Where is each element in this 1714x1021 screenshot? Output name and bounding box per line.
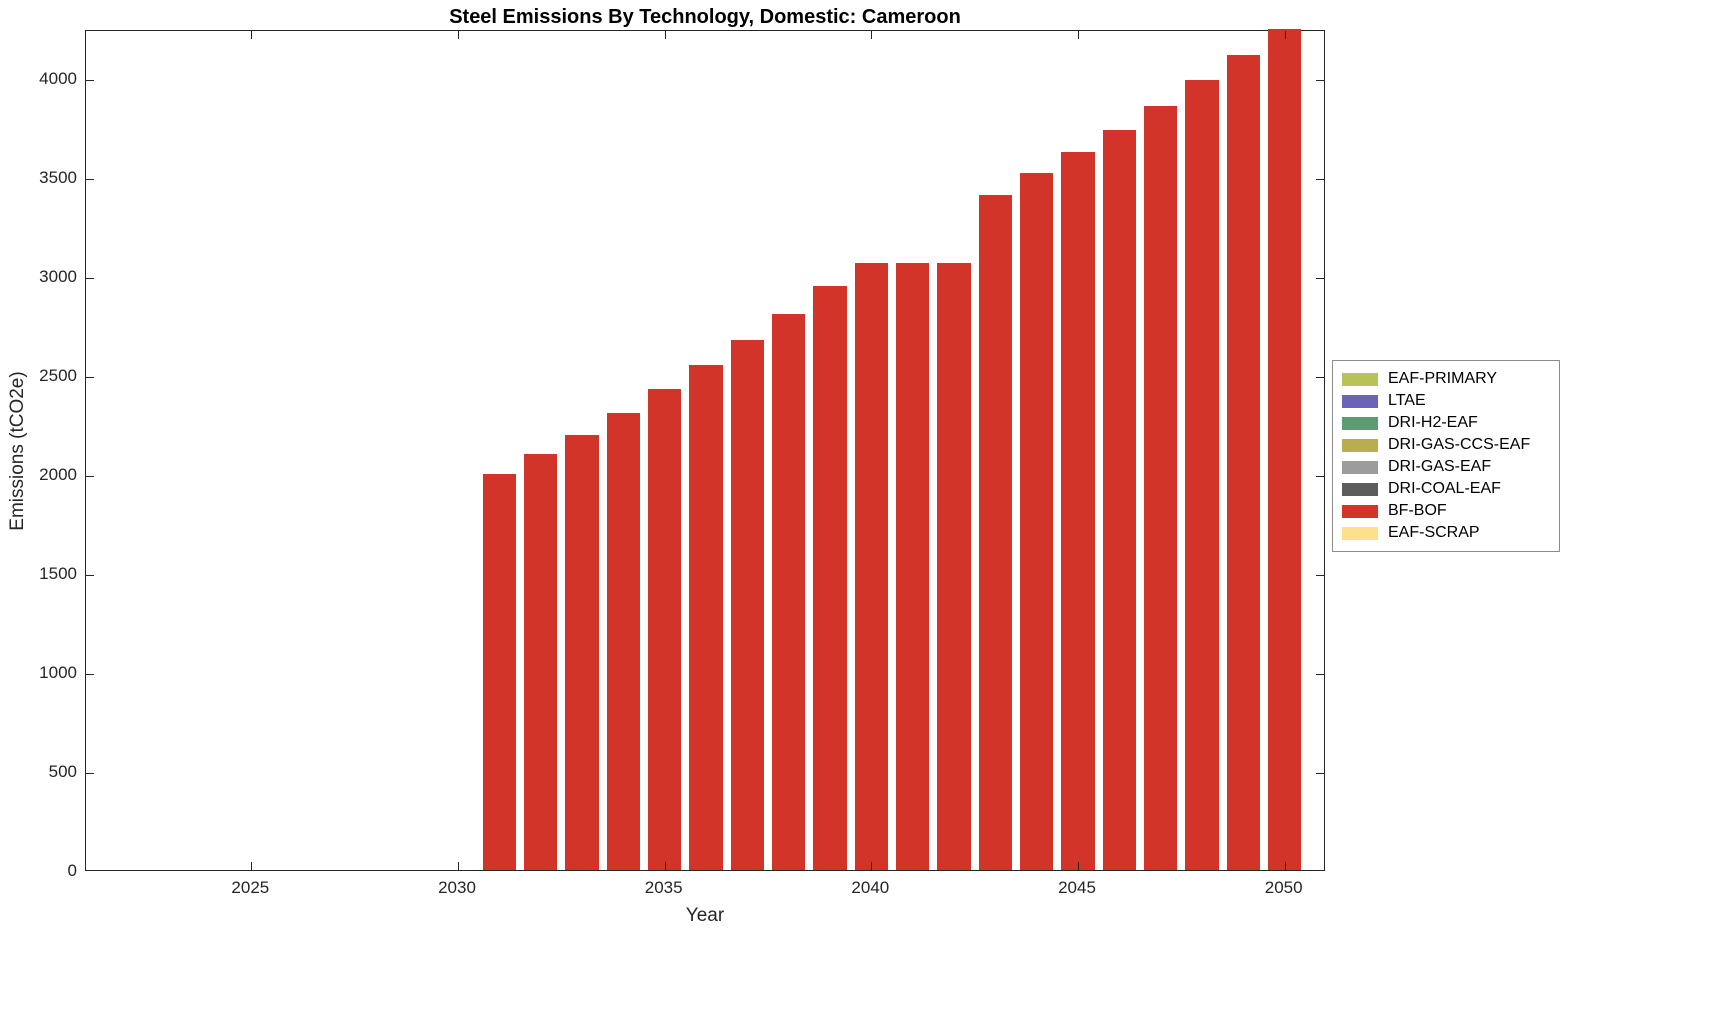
legend-entry-ltae: LTAE: [1333, 390, 1559, 412]
y-tick-label: 2000: [39, 465, 77, 485]
legend-entry-eaf-primary: EAF-PRIMARY: [1333, 368, 1559, 390]
legend-swatch-icon: [1342, 394, 1378, 408]
legend-swatch-icon: [1342, 438, 1378, 452]
legend-label: LTAE: [1388, 392, 1426, 409]
legend-entry-dri-gas-eaf: DRI-GAS-EAF: [1333, 456, 1559, 478]
legend-swatch-icon: [1342, 526, 1378, 540]
x-tick-mark: [1078, 862, 1079, 870]
y-tick-mark: [1316, 674, 1324, 676]
legend-entry-bf-bof: BF-BOF: [1333, 500, 1559, 522]
bar-bf-bof-2046: [1102, 129, 1136, 870]
y-tick-mark: [86, 575, 94, 577]
legend-label: EAF-SCRAP: [1388, 524, 1480, 541]
x-tick-mark: [664, 862, 666, 870]
y-tick-label: 2500: [39, 366, 77, 386]
bar-bf-bof-2035: [648, 389, 682, 870]
y-tick-label: 1500: [39, 564, 77, 584]
y-tick-mark: [1316, 773, 1324, 775]
y-tick-label: 500: [48, 762, 77, 782]
y-tick-label: 4000: [39, 69, 77, 89]
y-tick-label: 3000: [39, 267, 77, 287]
bar-bf-bof-2047: [1144, 106, 1178, 870]
x-tick-label: 2040: [851, 878, 890, 897]
y-axis-label: Emissions (tCO2e): [7, 371, 28, 531]
x-tick-mark: [664, 31, 666, 39]
legend-entry-eaf-scrap: EAF-SCRAP: [1333, 522, 1559, 544]
y-tick-mark: [1316, 575, 1324, 577]
bar-bf-bof-2032: [524, 454, 558, 870]
x-tick-label: 2035: [644, 878, 683, 897]
legend-label: DRI-H2-EAF: [1388, 414, 1478, 431]
legend-swatch-icon: [1342, 482, 1378, 496]
y-tick-mark: [86, 377, 94, 379]
y-tick-label: 3500: [39, 168, 77, 188]
chart-title: Steel Emissions By Technology, Domestic:…: [449, 6, 961, 28]
x-tick-label: 2025: [231, 878, 270, 897]
x-tick-label: 2045: [1058, 878, 1096, 897]
x-axis-label: Year: [685, 905, 725, 926]
bar-bf-bof-2043: [978, 195, 1012, 870]
bar-bf-bof-2049: [1226, 54, 1260, 870]
legend-swatch-icon: [1342, 504, 1378, 518]
bar-bf-bof-2041: [896, 262, 930, 870]
legend-label: DRI-COAL-EAF: [1388, 480, 1501, 497]
x-tick-mark: [251, 31, 253, 39]
y-tick-mark: [1316, 179, 1324, 181]
y-tick-mark: [1316, 476, 1324, 478]
x-tick-mark: [871, 31, 873, 39]
y-tick-mark: [86, 179, 94, 181]
legend-entry-dri-h2-eaf: DRI-H2-EAF: [1333, 412, 1559, 434]
x-tick-mark: [1078, 31, 1079, 39]
bar-bf-bof-2042: [937, 262, 971, 870]
x-tick-mark: [1284, 862, 1286, 870]
y-tick-mark: [86, 476, 94, 478]
legend-label: BF-BOF: [1388, 502, 1447, 519]
y-tick-mark: [1316, 377, 1324, 379]
bar-bf-bof-2031: [482, 474, 516, 870]
legend-box: EAF-PRIMARY LTAE DRI-H2-EAF DRI-GAS-CCS-EAF…: [1332, 360, 1560, 552]
bar-bf-bof-2050: [1268, 29, 1302, 870]
legend-swatch-icon: [1342, 416, 1378, 430]
y-tick-label: 1000: [39, 663, 77, 683]
bar-bf-bof-2033: [565, 434, 599, 870]
y-tick-mark: [1316, 278, 1324, 280]
x-tick-label: 2030: [438, 878, 476, 897]
y-tick-mark: [86, 870, 94, 871]
y-tick-label: 0: [67, 861, 77, 880]
bar-bf-bof-2048: [1185, 80, 1219, 870]
legend-label: EAF-PRIMARY: [1388, 370, 1498, 387]
x-tick-mark: [458, 862, 459, 870]
bar-bf-bof-2037: [730, 339, 764, 870]
x-tick-mark: [458, 31, 459, 39]
y-tick-mark: [86, 674, 94, 676]
legend-label: DRI-GAS-CCS-EAF: [1388, 436, 1531, 453]
x-tick-mark: [251, 862, 253, 870]
bar-bf-bof-2038: [772, 313, 806, 870]
plot-area: [85, 29, 1325, 871]
bar-bf-bof-2036: [689, 365, 723, 870]
legend-label: DRI-GAS-EAF: [1388, 458, 1492, 475]
x-tick-label: 2050: [1264, 878, 1303, 897]
y-tick-mark: [1316, 80, 1324, 82]
legend-entry-dri-coal-eaf: DRI-COAL-EAF: [1333, 478, 1559, 500]
y-tick-mark: [86, 278, 94, 280]
legend-entry-dri-gas-ccs-eaf: DRI-GAS-CCS-EAF: [1333, 434, 1559, 456]
y-tick-mark: [86, 773, 94, 775]
y-tick-mark: [86, 80, 94, 82]
x-tick-mark: [1284, 31, 1286, 39]
x-tick-mark: [871, 862, 873, 870]
legend-swatch-icon: [1342, 372, 1378, 386]
legend-swatch-icon: [1342, 460, 1378, 474]
bar-bf-bof-2044: [1020, 173, 1054, 870]
bar-bf-bof-2039: [813, 286, 847, 870]
y-tick-mark: [1316, 870, 1324, 871]
bar-bf-bof-2034: [606, 412, 640, 870]
bar-bf-bof-2040: [854, 262, 888, 870]
bar-bf-bof-2045: [1061, 151, 1095, 870]
